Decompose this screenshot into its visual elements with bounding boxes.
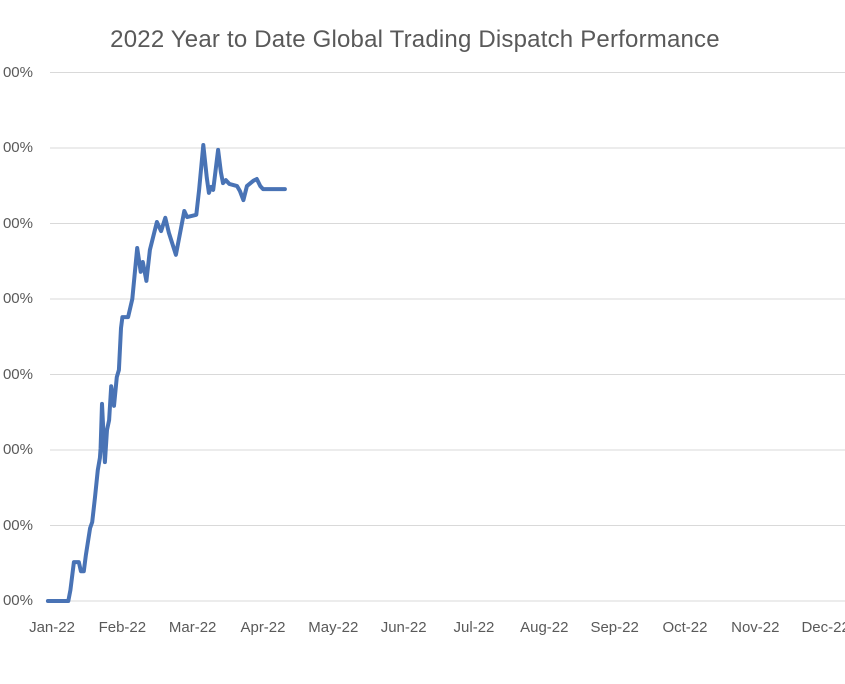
x-axis-tick-label: Dec-22 xyxy=(801,619,845,636)
y-axis-tick-label: 00% xyxy=(2,139,33,156)
x-axis-tick-label: Jun-22 xyxy=(380,619,427,636)
x-axis-tick-label: May-22 xyxy=(308,619,359,636)
x-axis-tick-label: Oct-22 xyxy=(662,619,708,636)
x-axis-tick-label: Mar-22 xyxy=(168,619,217,636)
y-axis-tick-label: 00% xyxy=(2,214,33,232)
y-axis-tick-label: 00% xyxy=(2,63,33,81)
chart-title: 2022 Year to Date Global Trading Dispatc… xyxy=(110,26,720,53)
performance-line xyxy=(45,143,287,603)
x-axis-tick-label: Feb-22 xyxy=(98,619,147,636)
y-axis-tick-label: 00% xyxy=(2,516,33,534)
x-axis-tick-label: Sep-22 xyxy=(590,619,639,636)
y-axis-tick-label: 00% xyxy=(2,365,33,383)
y-axis-tick-label: 00% xyxy=(2,592,33,609)
y-axis-tick-label: 00% xyxy=(2,290,33,307)
x-axis-tick-label: Nov-22 xyxy=(731,619,780,636)
y-axis-tick-label: 00% xyxy=(2,441,33,458)
x-axis-tick-label: Jan-22 xyxy=(29,619,75,636)
x-axis-tick-label: Jul-22 xyxy=(453,619,495,636)
x-axis-tick-label: Apr-22 xyxy=(240,619,286,636)
x-axis-tick-label: Aug-22 xyxy=(520,619,569,636)
